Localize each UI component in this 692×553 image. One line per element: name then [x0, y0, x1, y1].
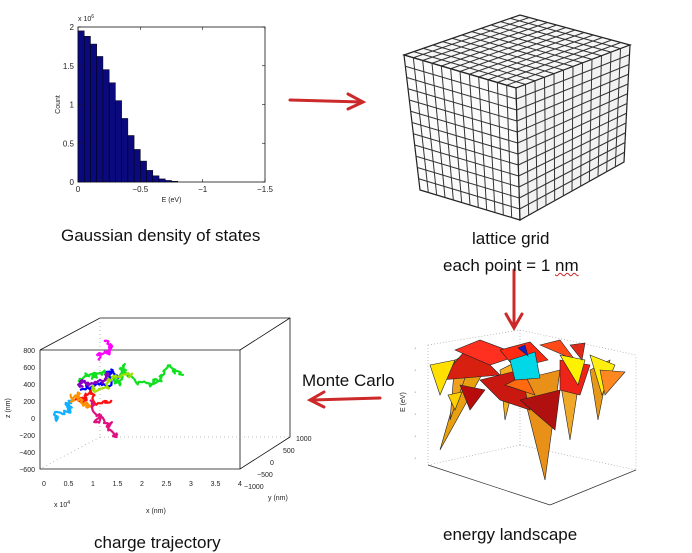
traj-z-tick: 200: [23, 399, 35, 406]
hist-y-tick: 0.5: [63, 139, 75, 148]
lattice-scale-unit: nm: [555, 256, 579, 275]
traj-x-tick: 0.5: [64, 481, 74, 488]
traj-x-tick: 1.5: [113, 481, 123, 488]
hist-bar: [171, 180, 178, 183]
traj-z-tick: 800: [23, 348, 35, 355]
traj-y-tick: 1000: [296, 436, 312, 443]
energy-z-ticks: · · · · · ·: [414, 345, 416, 462]
traj-y-tick: −500: [257, 472, 273, 479]
lattice-caption: lattice grid: [472, 229, 550, 248]
energy-facet: [539, 339, 576, 361]
hist-y-tick: 1: [70, 101, 75, 110]
arrow-down-icon: [504, 268, 524, 332]
energy-facet: [429, 359, 456, 396]
traj-y-tick: −1000: [244, 484, 264, 491]
hist-x-label: E (eV): [162, 197, 182, 204]
traj-x-tick: 1: [91, 481, 95, 488]
histogram-plot: 0 0.5 1 1.5 2 0 −0.5 −1 −1.5 E (eV) Count x 106: [55, 14, 273, 204]
traj-z-tick: 600: [23, 365, 35, 372]
traj-z-tick: 400: [23, 382, 35, 389]
monte-carlo-caption: Monte Carlo: [302, 371, 395, 390]
traj-x-tick: 3.5: [211, 481, 221, 488]
lattice-scale-text: each point = 1: [443, 256, 556, 275]
svg-text:·: ·: [414, 367, 416, 374]
trajectory-path: [53, 399, 73, 423]
svg-text:·: ·: [414, 411, 416, 418]
hist-y-label: Count: [55, 95, 62, 114]
traj-z-tick: −600: [19, 467, 35, 474]
traj-z-tick: 0: [31, 416, 35, 423]
trajectory-box: [39, 317, 291, 470]
hist-y-tick: 2: [70, 23, 75, 32]
traj-x-label: x (nm): [146, 508, 166, 515]
energy-facet: [517, 344, 529, 357]
trajectory-path: [91, 372, 134, 393]
traj-z-label: z (nm): [5, 398, 12, 418]
traj-z-tick: −400: [19, 450, 35, 457]
dos-caption: Gaussian density of states: [61, 226, 261, 245]
svg-text:·: ·: [414, 389, 416, 396]
lattice-scale-caption: each point = 1 nm: [443, 256, 579, 276]
traj-x-multiplier: x 104: [54, 500, 70, 509]
energy-facet: [569, 342, 586, 361]
trajectory-caption: charge trajectory: [94, 533, 221, 552]
trajectory-path: [89, 399, 119, 439]
hist-y-tick: 0: [70, 178, 75, 187]
trajectory-path: [69, 391, 94, 409]
energy-facet: [519, 389, 561, 431]
hist-x-tick: −0.5: [132, 185, 148, 194]
trajectory-path: [77, 363, 184, 388]
trajectory-path: [79, 368, 120, 392]
traj-x-tick: 4: [238, 481, 242, 488]
energy-z-label: E (eV): [400, 392, 407, 412]
traj-x-tick: 0: [42, 481, 46, 488]
hist-y-tick: 1.5: [63, 62, 75, 71]
trajectory-path: [96, 339, 114, 362]
hist-x-tick: −1: [198, 185, 208, 194]
arrow-left-icon: [306, 390, 382, 409]
traj-y-tick: 500: [283, 448, 295, 455]
traj-y-label: y (nm): [268, 495, 288, 502]
trajectory-path: [74, 389, 113, 407]
hist-x-tick: −1.5: [257, 185, 273, 194]
energy-facet: [559, 354, 586, 386]
traj-x-tick: 2: [140, 481, 144, 488]
svg-text:·: ·: [414, 345, 416, 352]
trajectory-path: [77, 371, 110, 388]
traj-z-tick: −200: [19, 433, 35, 440]
traj-x-tick: 2.5: [162, 481, 172, 488]
svg-text:·: ·: [414, 455, 416, 462]
arrow-right-icon: [288, 92, 367, 111]
traj-y-tick: 0: [270, 460, 274, 467]
hist-x-tick: 0: [76, 185, 81, 194]
energy-facet: [447, 391, 463, 411]
traj-x-tick: 3: [189, 481, 193, 488]
hist-y-multiplier: x 106: [78, 14, 94, 23]
energy-facet: [599, 369, 626, 396]
svg-text:·: ·: [414, 433, 416, 440]
energy-caption: energy landscape: [443, 525, 578, 544]
energy-facet: [459, 384, 486, 411]
